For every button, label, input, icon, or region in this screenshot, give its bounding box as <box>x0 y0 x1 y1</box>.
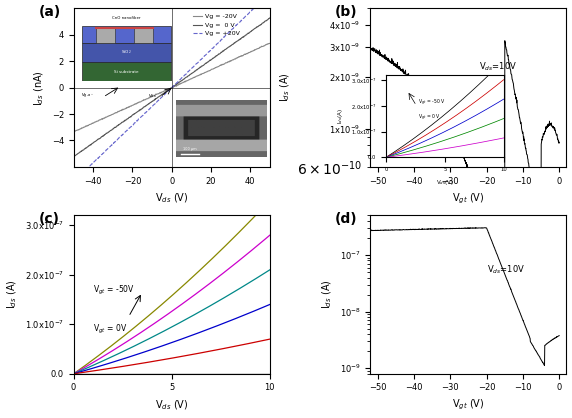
Text: $v_{g,a^+}$: $v_{g,a^+}$ <box>81 92 95 101</box>
Vg = +20V <box>165 89 172 94</box>
Vg =  0 V <box>187 72 194 77</box>
Vg =  0 V <box>267 15 273 20</box>
Text: V$_{gt}$ = 0V: V$_{gt}$ = 0V <box>93 323 128 336</box>
Vg = -20V <box>231 56 238 61</box>
Vg = +20V <box>176 77 183 82</box>
Line: Vg =  0 V: Vg = 0 V <box>74 18 270 156</box>
Vg = -20V <box>165 87 172 92</box>
Vg = -20V <box>267 41 273 46</box>
Legend: Vg = -20V, Vg =  0 V, Vg = +20V: Vg = -20V, Vg = 0 V, Vg = +20V <box>190 12 243 39</box>
Vg = -20V <box>261 43 268 48</box>
Text: V$_{ds}$=10V: V$_{ds}$=10V <box>487 263 525 275</box>
Line: Vg = +20V: Vg = +20V <box>74 0 270 181</box>
X-axis label: V$_{ds}$ (V): V$_{ds}$ (V) <box>155 398 188 412</box>
Y-axis label: I$_{ds}$ (nA): I$_{ds}$ (nA) <box>33 70 46 106</box>
X-axis label: V$_{ds}$ (V): V$_{ds}$ (V) <box>155 191 188 205</box>
Text: (a): (a) <box>38 5 61 19</box>
Text: (d): (d) <box>335 212 358 226</box>
Y-axis label: I$_{ds}$ (A): I$_{ds}$ (A) <box>320 280 334 309</box>
Vg = -20V <box>164 87 170 92</box>
Vg =  0 V <box>70 154 77 159</box>
Vg = +20V <box>187 67 194 72</box>
Vg =  0 V <box>231 40 238 45</box>
Vg = +20V <box>231 25 238 30</box>
Text: V$_{gt}$ = -50V: V$_{gt}$ = -50V <box>93 283 135 297</box>
Vg = -20V <box>70 129 77 134</box>
Vg = -20V <box>187 76 194 82</box>
Text: (c): (c) <box>38 212 59 226</box>
Vg = +20V <box>164 90 170 95</box>
Text: $v_{ds}$: $v_{ds}$ <box>148 92 157 100</box>
X-axis label: V$_{gt}$ (V): V$_{gt}$ (V) <box>452 398 484 413</box>
Vg = -20V <box>176 81 183 86</box>
Vg =  0 V <box>164 89 170 94</box>
Y-axis label: I$_{ds}$ (A): I$_{ds}$ (A) <box>278 73 292 102</box>
Vg = +20V <box>70 178 77 184</box>
Text: (b): (b) <box>335 5 358 19</box>
Vg =  0 V <box>176 79 183 84</box>
Text: V$_{ds}$=10V: V$_{ds}$=10V <box>479 61 518 73</box>
Vg =  0 V <box>261 19 268 24</box>
X-axis label: V$_{gt}$ (V): V$_{gt}$ (V) <box>452 191 484 206</box>
Line: Vg = -20V: Vg = -20V <box>74 43 270 132</box>
Y-axis label: I$_{ds}$ (A): I$_{ds}$ (A) <box>6 280 19 309</box>
Vg =  0 V <box>165 88 172 93</box>
